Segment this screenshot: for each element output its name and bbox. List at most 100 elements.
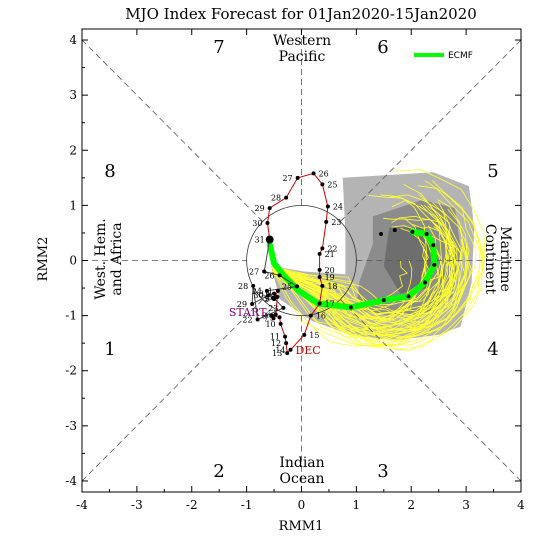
ensemble-member-line [271,230,435,306]
observed-point [302,332,307,337]
trajectory-annotations: START DEC [229,306,321,357]
observed-point [273,312,278,317]
observed-day-label: 26 [319,169,329,178]
observed-point [275,288,280,293]
observed-day-label: 14 [275,346,285,355]
region-labels: Western Pacific Indian Ocean West. Hem. … [93,33,513,487]
x-tick-label: -3 [131,498,143,512]
observed-day-label: 23 [268,304,278,313]
observed-point [317,251,322,256]
ensemble-member-line [271,194,443,330]
y-tick-label: -3 [65,419,77,433]
ensemble-member-line [275,232,471,341]
observed-point [281,305,286,310]
observed-point [278,321,283,326]
observed-day-label: 3 [263,294,268,303]
observed-day-label: 28 [271,194,281,203]
observed-day-label: 22 [327,244,337,253]
observed-point [250,302,255,307]
y-tick-label: 0 [69,254,77,268]
ensemble-member-line [273,262,450,317]
region-label-indian-ocean-2: Ocean [280,471,325,487]
x-tick-label: 4 [517,498,525,512]
observed-day-label: 4 [265,293,270,302]
ecmf-mean-point [392,228,397,233]
observed-day-label: 24 [333,202,343,211]
observed-point [325,204,330,209]
observed-point [317,301,322,306]
ecmf-mean-point [422,280,427,285]
observed-day-label: 2 [264,295,269,304]
ecmf-mean-point [424,232,429,237]
observed-day-label: 29 [254,204,264,213]
phase-label-2: 2 [213,461,224,482]
observed-day-label: 30 [253,291,263,300]
observed-point [255,317,260,322]
observed-day-label: 13 [272,349,282,358]
observed-point [277,273,282,278]
observed-day-label: 31 [254,236,264,245]
ensemble-member-line [271,205,462,332]
phase-label-1: 1 [104,339,115,360]
region-label-west-hem-2: and Africa [109,222,125,295]
ensemble-member-line [276,242,468,347]
observed-day-label: 5 [267,293,272,302]
observed-point [308,313,313,318]
observed-day-label: 24 [252,287,262,296]
ecmf-forecast-series [266,228,438,311]
observed-point [266,293,271,298]
region-label-maritime-1: Maritime [497,226,513,292]
region-label-western-pacific-2: Pacific [279,49,326,65]
observed-day-label: 7 [263,314,268,323]
observed-point [284,341,289,346]
observed-day-label: 10 [265,320,275,329]
y-tick-label: -2 [65,364,77,378]
observed-point [320,283,325,288]
diagonal-guide [340,299,522,482]
region-label-maritime-2: Continent [482,224,498,295]
ensemble-member-line [273,184,458,348]
ecmf-mean-point [406,294,411,299]
observed-point [275,294,280,299]
observed-point [262,269,267,274]
x-tick-label: -1 [241,498,253,512]
observed-point [277,315,282,320]
phase-guides [81,29,522,492]
observed-point [265,221,270,226]
diagonal-guide [81,299,263,482]
observed-point [320,182,325,187]
observed-point [288,347,293,352]
y-tick-label: -1 [65,309,77,323]
observed-day-label: 25 [282,282,292,291]
observed-day-label: 26 [264,271,274,280]
diagonal-guide [340,39,522,222]
phase-label-3: 3 [377,461,388,482]
observed-point [251,283,256,288]
phase-label-5: 5 [487,161,498,182]
observed-point [265,235,274,244]
y-tick-label: 4 [69,33,77,47]
phase-label-6: 6 [377,37,388,58]
y-tick-label: 1 [69,198,77,212]
observed-point [269,313,274,318]
observed-day-label: 25 [327,180,337,189]
observed-day-label: 6 [266,311,271,320]
ecmf-mean-point [381,298,386,303]
x-axis-label: RMM1 [279,519,324,534]
y-tick-label: 2 [69,143,77,157]
observed-day-label: 27 [282,174,292,183]
observed-day-label: 30 [252,219,262,228]
observed-point [272,291,277,296]
observed-day-label: 21 [325,250,335,259]
observed-point [264,288,269,293]
ecmf-mean-point [348,305,353,310]
x-tick-label: 2 [407,498,415,512]
observed-point [317,267,322,272]
unit-circle [246,204,357,317]
observed-day-label: 12 [271,339,281,348]
ecmf-mean-point [410,229,415,234]
ecmf-mean-point [431,243,436,248]
phase-label-4: 4 [487,339,498,360]
